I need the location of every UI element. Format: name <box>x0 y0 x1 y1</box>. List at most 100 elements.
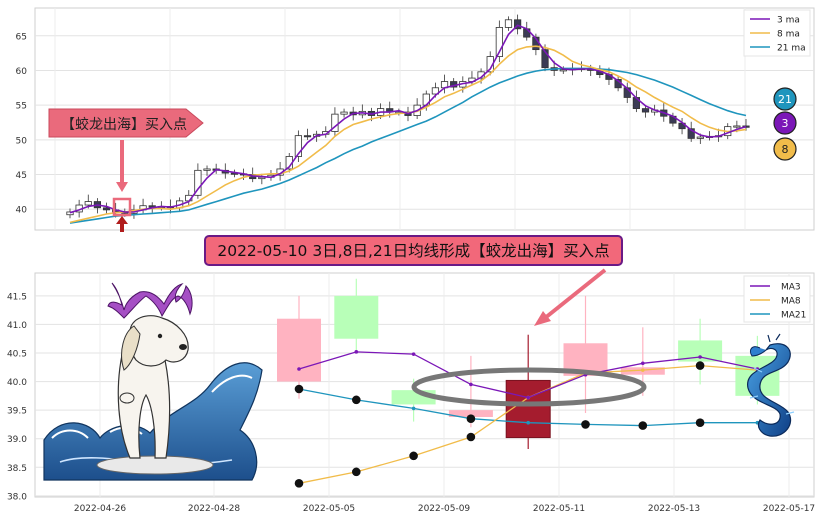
top-y-tick-label: 50 <box>16 136 28 146</box>
bottom-point-ma3 <box>469 382 473 387</box>
top-candle-body <box>303 135 312 138</box>
top-y-tick-labels: 40 45 50 55 60 65 <box>16 32 28 215</box>
callout-arrow-shape <box>48 108 204 138</box>
bottom-point-ma21 <box>526 420 530 425</box>
bottom-y-tick-label: 40.0 <box>7 378 27 388</box>
badge-21-label: 21 <box>778 93 792 106</box>
bottom-ma-dot <box>466 432 476 442</box>
top-y-tick-label: 45 <box>16 171 27 181</box>
bottom-point-ma21 <box>411 406 416 411</box>
bottom-y-tick-label: 38.0 <box>7 492 27 502</box>
bottom-x-tick-label: 2022-05-17 <box>763 504 815 514</box>
bottom-x-tick-label: 2022-04-26 <box>74 504 127 514</box>
top-candle-body <box>687 128 695 139</box>
bottom-ma-dot <box>695 361 705 370</box>
bottom-point-ma3 <box>411 352 416 356</box>
top-line-ma3 <box>69 24 747 214</box>
ma-badges: 21 3 8 <box>773 87 797 161</box>
buy-point-callout: 【蛟龙出海】买入点 <box>48 108 204 232</box>
buy-point-up-arrowhead <box>116 216 128 224</box>
top-legend: 3 ma 8 ma 21 ma <box>743 9 811 57</box>
bottom-candle-body <box>678 340 723 362</box>
bottom-ma-dot <box>352 395 361 405</box>
badge-8 <box>773 137 797 161</box>
dragon-dog-surfing-illustration <box>43 282 263 481</box>
bottom-point-ma3 <box>354 350 359 354</box>
callout-down-arrowhead <box>116 182 128 192</box>
top-candle-body <box>194 169 202 196</box>
badge-3-label: 3 <box>782 117 789 130</box>
bottom-x-tick-label: 2022-05-11 <box>533 504 585 514</box>
top-candle-body <box>696 136 704 139</box>
bottom-y-tick-label: 41.5 <box>7 292 27 302</box>
badge-8-label: 8 <box>782 143 789 156</box>
bottom-y-tick-label: 38.5 <box>7 464 27 474</box>
bottom-point-ma3 <box>526 395 530 400</box>
top-candle-body <box>340 111 348 115</box>
banner-box <box>204 235 623 266</box>
top-line-ma21 <box>69 67 747 224</box>
top-candle-body <box>495 27 503 57</box>
bottom-point-ma3 <box>641 361 645 366</box>
bottom-x-tick-label: 2022-05-13 <box>648 504 700 514</box>
callout-text: 【蛟龙出海】买入点 <box>61 117 187 133</box>
bottom-x-tick-label: 2022-05-05 <box>303 504 355 514</box>
top-candle-body <box>431 87 440 95</box>
bottom-x-tick-labels: 2022-04-26 2022-04-28 2022-05-05 2022-05-09… <box>74 504 815 514</box>
banner-text: 2022-05-10 3日,8日,21日均线形成【蛟龙出海】买入点 <box>217 242 609 260</box>
bottom-ma-dot <box>352 467 361 477</box>
top-candle-body <box>504 19 513 28</box>
bottom-legend: MA3 MA8 MA21 <box>743 275 811 323</box>
legend-ma8-label: MA8 <box>781 297 801 307</box>
top-candle-body <box>733 125 741 128</box>
top-y-tick-label: 40 <box>16 206 28 216</box>
bottom-y-tick-label: 39.0 <box>7 435 27 445</box>
bottom-ma-dot <box>294 384 304 394</box>
bottom-ma-dot <box>466 414 476 424</box>
top-chart-panel: 40 45 50 55 60 65 3 ma 8 ma 21 ma 21 3 8 <box>16 7 815 232</box>
legend-ma21-label: MA21 <box>781 311 806 321</box>
bottom-candle-body <box>448 410 493 417</box>
title-banner: 2022-05-10 3日,8日,21日均线形成【蛟龙出海】买入点 <box>204 235 623 266</box>
bottom-ma-dot <box>294 478 304 488</box>
top-candle-body <box>203 168 211 171</box>
blue-dragon-illustration <box>747 333 795 437</box>
bottom-chart-panel: 38.0 38.5 39.0 39.5 40.0 40.5 41.0 41.5 2022-04… <box>7 268 815 514</box>
legend-ma3-label: MA3 <box>781 283 801 293</box>
bottom-x-tick-label: 2022-04-28 <box>188 504 241 514</box>
buy-point-marker-box <box>112 197 132 217</box>
bottom-candle-body <box>505 379 551 439</box>
bottom-candle-body <box>277 318 321 382</box>
top-candle-body <box>541 49 549 69</box>
top-candle-body <box>641 108 650 113</box>
top-ma-lines <box>69 24 747 224</box>
bottom-ma-dot <box>695 418 705 428</box>
pointer-arrow <box>534 268 607 326</box>
legend-3ma-label: 3 ma <box>777 16 800 26</box>
badge-21 <box>773 87 797 111</box>
top-y-tick-label: 55 <box>16 102 27 112</box>
top-candle-body <box>514 19 522 30</box>
top-y-tick-label: 65 <box>16 32 27 42</box>
top-candle-body <box>102 207 111 211</box>
legend-8ma-label: 8 ma <box>777 30 800 40</box>
bottom-point-ma3 <box>698 355 702 359</box>
badge-3 <box>773 111 797 135</box>
bottom-y-tick-label: 41.0 <box>7 321 27 331</box>
top-candle-body <box>294 135 302 157</box>
highlight-ellipse <box>411 367 647 407</box>
bottom-point-ma8 <box>641 368 645 372</box>
bottom-y-tick-label: 40.5 <box>7 350 27 360</box>
top-y-tick-label: 60 <box>16 67 28 77</box>
bottom-y-tick-labels: 38.0 38.5 39.0 39.5 40.0 40.5 41.0 41.5 <box>7 292 27 502</box>
bottom-x-tick-label: 2022-05-09 <box>418 504 471 514</box>
legend-21ma-label: 21 ma <box>777 44 806 54</box>
bottom-y-tick-label: 39.5 <box>7 407 27 417</box>
bottom-point-ma3 <box>297 367 301 371</box>
bottom-ma-dot <box>409 451 418 461</box>
bottom-candle-body <box>334 295 379 339</box>
bottom-ma-dot <box>581 420 590 429</box>
bottom-ma-dot <box>638 421 648 430</box>
top-candle-body <box>84 201 92 206</box>
